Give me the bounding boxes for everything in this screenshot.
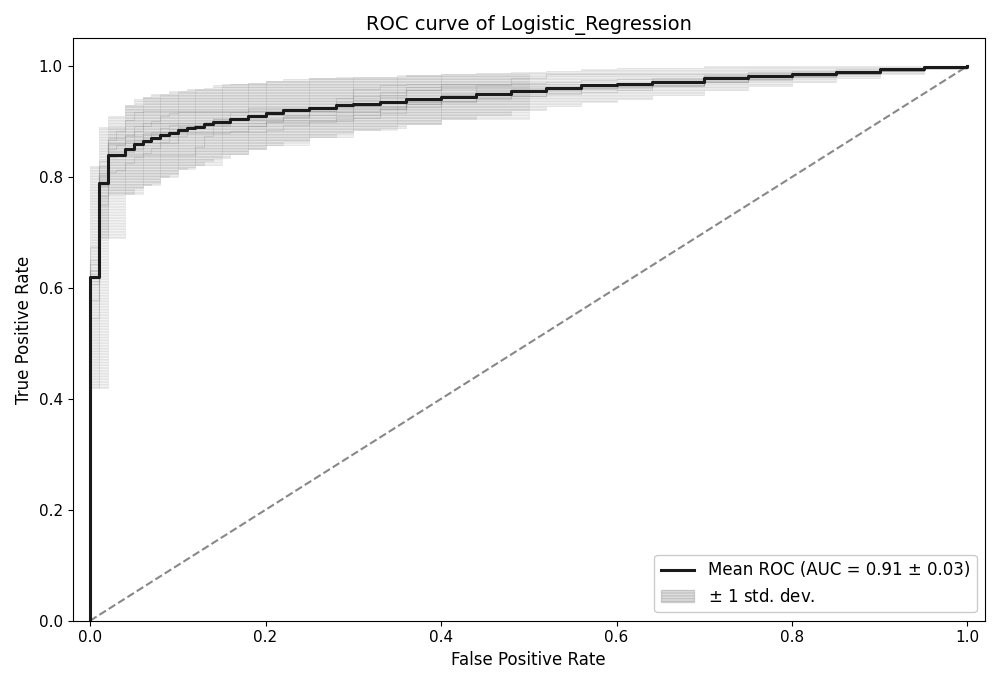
Mean ROC (AUC = 0.91 ± 0.03) xyxy=(93,273,105,281)
Mean ROC (AUC = 0.91 ± 0.03) xyxy=(303,103,315,111)
Mean ROC (AUC = 0.91 ± 0.03) xyxy=(189,123,201,131)
Mean ROC (AUC = 0.91 ± 0.03) xyxy=(830,68,842,76)
Mean ROC (AUC = 0.91 ± 0.03) xyxy=(260,109,272,118)
Mean ROC (AUC = 0.91 ± 0.03) xyxy=(119,145,131,153)
Mean ROC (AUC = 0.91 ± 0.03) xyxy=(198,120,210,129)
Bar xyxy=(266,81,309,146)
Bar xyxy=(99,166,108,388)
Mean ROC (AUC = 0.91 ± 0.03) xyxy=(470,90,482,98)
Mean ROC (AUC = 0.91 ± 0.03) xyxy=(207,118,219,126)
Mean ROC (AUC = 0.91 ± 0.03) xyxy=(374,98,386,106)
Bar xyxy=(441,75,529,119)
Legend: Mean ROC (AUC = 0.91 ± 0.03), $\pm$ 1 std. dev.: Mean ROC (AUC = 0.91 ± 0.03), $\pm$ 1 st… xyxy=(654,555,977,612)
Bar xyxy=(108,127,125,238)
Mean ROC (AUC = 0.91 ± 0.03) xyxy=(102,150,114,159)
Mean ROC (AUC = 0.91 ± 0.03) xyxy=(128,140,140,148)
Mean ROC (AUC = 0.91 ± 0.03) xyxy=(400,95,412,103)
Mean ROC (AUC = 0.91 ± 0.03) xyxy=(224,115,236,123)
Mean ROC (AUC = 0.91 ± 0.03) xyxy=(102,179,114,187)
Mean ROC (AUC = 0.91 ± 0.03) xyxy=(874,65,886,73)
Mean ROC (AUC = 0.91 ± 0.03) xyxy=(163,129,175,137)
Mean ROC (AUC = 0.91 ± 0.03) xyxy=(330,101,342,109)
Mean ROC (AUC = 0.91 ± 0.03) xyxy=(698,74,710,82)
Mean ROC (AUC = 0.91 ± 0.03) xyxy=(277,106,289,114)
Mean ROC (AUC = 0.91 ± 0.03) xyxy=(137,137,149,145)
Mean ROC (AUC = 0.91 ± 0.03) xyxy=(742,72,754,80)
Mean ROC (AUC = 0.91 ± 0.03) xyxy=(172,126,184,134)
Mean ROC (AUC = 0.91 ± 0.03) xyxy=(575,81,587,90)
Bar xyxy=(125,105,143,194)
Bar xyxy=(178,91,195,169)
Bar xyxy=(309,78,353,137)
Mean ROC (AUC = 0.91 ± 0.03) xyxy=(181,124,193,132)
Mean ROC (AUC = 0.91 ± 0.03) xyxy=(918,63,930,71)
Mean ROC (AUC = 0.91 ± 0.03) xyxy=(611,80,623,88)
Mean ROC (AUC = 0.91 ± 0.03) xyxy=(84,616,96,624)
Bar xyxy=(397,75,441,124)
Mean ROC (AUC = 0.91 ± 0.03) xyxy=(435,92,447,101)
Mean ROC (AUC = 0.91 ± 0.03) xyxy=(84,273,96,281)
Mean ROC (AUC = 0.91 ± 0.03) xyxy=(646,77,658,86)
Bar xyxy=(143,96,160,185)
Line: Mean ROC (AUC = 0.91 ± 0.03): Mean ROC (AUC = 0.91 ± 0.03) xyxy=(90,66,967,620)
Bar xyxy=(160,94,178,177)
Y-axis label: True Positive Rate: True Positive Rate xyxy=(15,255,33,404)
Mean ROC (AUC = 0.91 ± 0.03) xyxy=(93,179,105,187)
Mean ROC (AUC = 0.91 ± 0.03) xyxy=(347,100,359,108)
Mean ROC (AUC = 0.91 ± 0.03) xyxy=(786,70,798,78)
Mean ROC (AUC = 0.91 ± 0.03) xyxy=(540,84,552,92)
Mean ROC (AUC = 0.91 ± 0.03) xyxy=(145,134,157,142)
Bar xyxy=(195,90,222,165)
Title: ROC curve of Logistic_Regression: ROC curve of Logistic_Regression xyxy=(366,15,692,35)
Bar xyxy=(222,84,248,154)
Mean ROC (AUC = 0.91 ± 0.03) xyxy=(242,112,254,120)
Bar xyxy=(248,83,266,149)
Bar xyxy=(353,77,397,131)
X-axis label: False Positive Rate: False Positive Rate xyxy=(451,651,606,669)
Mean ROC (AUC = 0.91 ± 0.03) xyxy=(154,131,166,140)
Mean ROC (AUC = 0.91 ± 0.03) xyxy=(110,150,122,159)
Mean ROC (AUC = 0.91 ± 0.03) xyxy=(961,62,973,70)
Mean ROC (AUC = 0.91 ± 0.03) xyxy=(505,87,517,95)
